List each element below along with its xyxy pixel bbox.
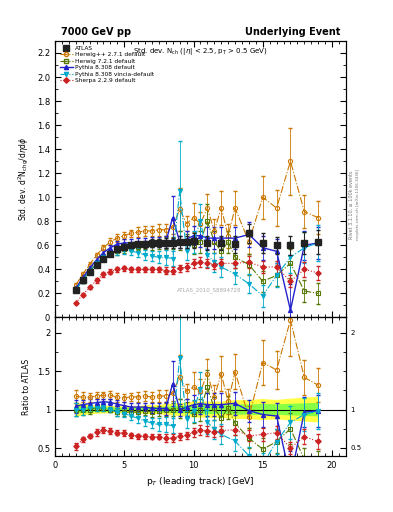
Polygon shape [76, 397, 318, 422]
Y-axis label: Ratio to ATLAS: Ratio to ATLAS [22, 358, 31, 415]
Text: Std. dev. N$_{\rm ch}$ ($|\eta|$ < 2.5, p$_{\rm T}$ > 0.5 GeV): Std. dev. N$_{\rm ch}$ ($|\eta|$ < 2.5, … [133, 47, 268, 57]
Text: Rivet 3.1.10, ≥ 100k events: Rivet 3.1.10, ≥ 100k events [349, 170, 354, 239]
Polygon shape [76, 403, 318, 416]
Legend: ATLAS, Herwig++ 2.7.1 default, Herwig 7.2.1 default, Pythia 8.308 default, Pythi: ATLAS, Herwig++ 2.7.1 default, Herwig 7.… [58, 44, 156, 85]
Text: mcplots.cern.ch [arXiv:1306.3436]: mcplots.cern.ch [arXiv:1306.3436] [356, 169, 360, 240]
Y-axis label: Std. dev. d$^2$N$_{\rm chg}$/d$\eta$d$\phi$: Std. dev. d$^2$N$_{\rm chg}$/d$\eta$d$\p… [17, 137, 31, 222]
X-axis label: p$_T$ (leading track) [GeV]: p$_T$ (leading track) [GeV] [146, 475, 255, 488]
Text: ATLAS_2010_S8894728: ATLAS_2010_S8894728 [177, 287, 241, 292]
Text: Underlying Event: Underlying Event [245, 27, 340, 37]
Text: 7000 GeV pp: 7000 GeV pp [61, 27, 131, 37]
